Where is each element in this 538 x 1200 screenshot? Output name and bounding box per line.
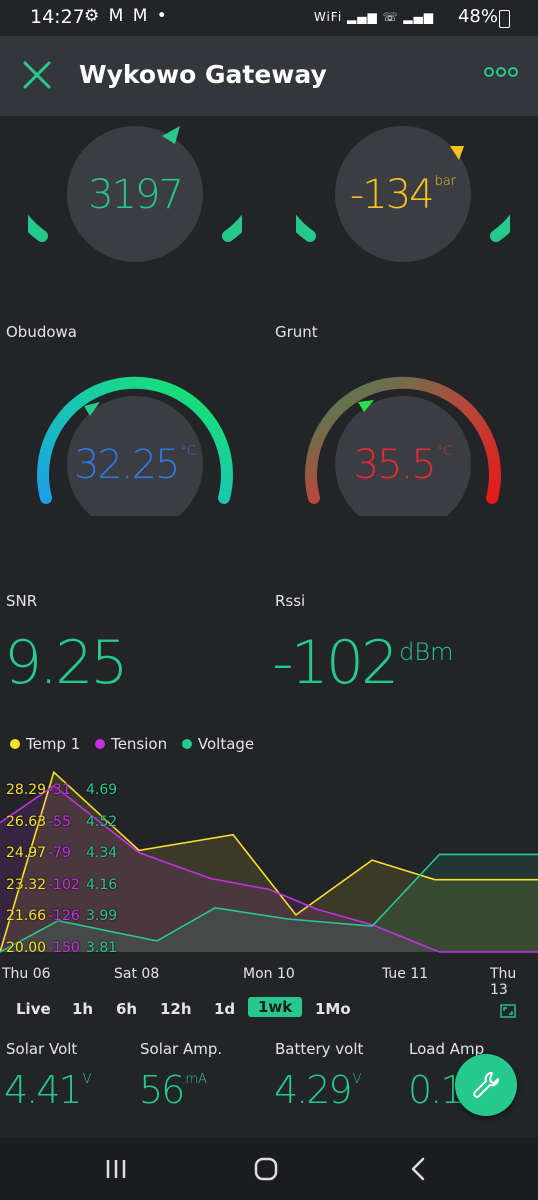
series-line-voltage (0, 853, 538, 953)
gauge-pointer (450, 146, 464, 160)
x-tick-label: Sat 08 (114, 966, 160, 982)
y-tick-temp1: 24.97 (6, 845, 47, 861)
y-tick-voltage: 4.69 (86, 782, 118, 798)
legend-item-voltage: Voltage (181, 735, 254, 753)
superchart[interactable] (0, 760, 538, 960)
series-area-voltage (0, 854, 538, 952)
y-tick-voltage: 4.52 (86, 813, 118, 830)
period-live[interactable]: Live (16, 1000, 51, 1018)
period-6h[interactable]: 6h (116, 1000, 138, 1018)
status-bar: 14:27 ⚙ M M • WiFi ▂▄▆ ☏ ▂▄▆ 48% (0, 0, 538, 36)
x-tick-label: Mon 10 (243, 966, 295, 982)
y-tick-voltage: 4.16 (86, 876, 118, 893)
settings-fab[interactable] (455, 1054, 517, 1116)
more-dots-icon[interactable] (484, 66, 518, 78)
x-tick-label: Thu 13 (490, 966, 517, 998)
rssi-label: Rssi (275, 592, 306, 610)
y-tick-voltage: 3.81 (86, 939, 118, 956)
series-line-tension (0, 784, 538, 953)
period-selector: Live 1h 6h 12h 1d 1wk 1Mo (0, 997, 538, 1023)
legend-item-temp1: Temp 1 (10, 735, 80, 753)
y-tick-tension: -31 (48, 782, 71, 798)
gauge-top-right: -134 bar (296, 116, 510, 276)
series-area-temp1 (0, 772, 538, 952)
y-tick-voltage: 3.99 (86, 908, 118, 924)
rssi-value: -102 dBm (272, 628, 454, 698)
series-line-temp1 (0, 770, 538, 953)
battery-volt-label: Battery volt (275, 1040, 364, 1058)
period-1d[interactable]: 1d (214, 1000, 236, 1018)
home-icon[interactable] (236, 1138, 296, 1200)
y-tick-tension: -55 (48, 813, 71, 830)
gauge-top-left-arc (28, 126, 242, 262)
app-bar: Wykowo Gateway (0, 36, 538, 116)
gauge-pointer (358, 400, 374, 412)
solar-amp-value: 56 mA (139, 1068, 207, 1112)
solar-volt-value: 4.41 V (4, 1068, 92, 1112)
y-tick-tension: -126 (48, 908, 80, 924)
snr-label: SNR (6, 592, 38, 610)
solar-amp-label: Solar Amp. (140, 1040, 223, 1058)
snr-value: 9.25 (4, 628, 129, 698)
gauge-label-grunt: Grunt (275, 323, 318, 341)
period-1mo[interactable]: 1Mo (315, 1000, 351, 1018)
period-1h[interactable]: 1h (72, 1000, 94, 1018)
recents-icon[interactable] (86, 1138, 146, 1200)
y-tick-temp1: 21.66 (6, 908, 47, 924)
solar-volt-label: Solar Volt (6, 1040, 78, 1058)
gauge-obudowa: 32.25 °C (28, 356, 242, 516)
battery-volt-value: 4.29 V (274, 1068, 362, 1112)
legend-item-tension: Tension (95, 735, 167, 753)
gauge-top-right-value: -134 bar (349, 172, 457, 218)
gauge-pointer (84, 402, 100, 416)
gauge-label-obudowa: Obudowa (6, 323, 77, 341)
gauge-top-right-arc (296, 126, 510, 262)
series-area-tension (0, 785, 538, 952)
x-tick-label: Thu 06 (2, 966, 51, 982)
status-battery: 48% (457, 6, 498, 27)
gauge-pointer (162, 126, 180, 144)
battery-icon (499, 10, 510, 28)
y-tick-temp1: 20.00 (6, 939, 47, 956)
x-tick-label: Tue 11 (382, 966, 429, 982)
status-notification-icons: ⚙ M M • (84, 6, 169, 26)
gauge-grunt-value: 35.5 °C (353, 442, 453, 488)
wrench-icon (473, 1072, 499, 1098)
chart-legend: Temp 1 Tension Voltage (10, 735, 264, 753)
gauge-grunt-arc (305, 376, 501, 516)
page-title: Wykowo Gateway (79, 60, 327, 89)
period-1wk[interactable]: 1wk (248, 997, 303, 1017)
gauge-obudowa-arc (37, 376, 233, 516)
y-tick-tension: -79 (48, 845, 71, 861)
period-12h[interactable]: 12h (160, 1000, 192, 1018)
y-tick-tension: -150 (48, 939, 80, 956)
gauge-top-left: 3197 (28, 116, 242, 276)
y-tick-temp1: 23.32 (6, 876, 47, 893)
close-icon[interactable] (22, 60, 52, 90)
y-tick-voltage: 4.34 (86, 845, 118, 861)
gauge-grunt: 35.5 °C (296, 356, 510, 516)
gauge-obudowa-value: 32.25 °C (73, 442, 197, 488)
back-icon[interactable] (388, 1138, 448, 1200)
system-nav-bar (0, 1138, 538, 1200)
y-tick-tension: -102 (48, 876, 80, 893)
expand-icon[interactable] (500, 1004, 516, 1018)
gauge-top-left-value: 3197 (88, 172, 184, 218)
load-amp-label: Load Amp (409, 1040, 485, 1058)
y-tick-temp1: 26.63 (6, 813, 47, 830)
status-signal-icons: WiFi ▂▄▆ ☏ ▂▄▆ (313, 10, 434, 24)
status-time: 14:27 (30, 6, 85, 28)
y-tick-temp1: 28.29 (6, 782, 47, 798)
